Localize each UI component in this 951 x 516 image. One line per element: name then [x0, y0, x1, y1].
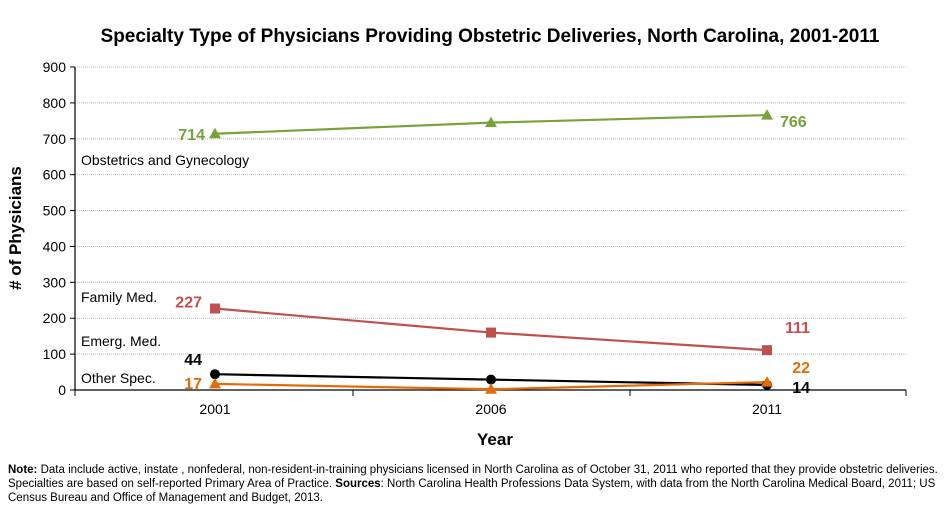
data-label-3-2: 22 [792, 360, 810, 377]
y-tick-label: 100 [43, 346, 67, 362]
data-point-0-2 [761, 109, 773, 120]
data-label-1-0: 227 [175, 295, 202, 312]
sources-label: Sources [335, 478, 381, 490]
y-tick-label: 400 [43, 238, 67, 254]
data-label-3-0: 17 [184, 376, 202, 393]
data-point-0-1 [485, 116, 497, 128]
series-name-emerg-med: Emerg. Med. [81, 333, 161, 349]
x-tick-label: 2001 [199, 401, 230, 417]
y-axis-title: # of Physicians [6, 166, 25, 290]
chart-svg: Specialty Type of Physicians Providing O… [6, 26, 907, 449]
y-tick-label: 200 [43, 310, 67, 326]
data-labels: 714 766 227 111 44 14 17 22 [175, 114, 810, 397]
data-label-2-2: 14 [792, 380, 810, 397]
sources-text: : North Carolina Health Professions Data… [8, 478, 936, 504]
data-point-3-2 [761, 376, 773, 387]
y-tick-label: 300 [43, 274, 67, 290]
y-tick-labels: 0 100 200 300 400 500 600 700 800 900 [43, 59, 67, 398]
data-point-3-1 [485, 383, 497, 394]
y-tick-label: 500 [43, 203, 67, 219]
data-point-1-1 [486, 327, 496, 338]
gridlines [75, 66, 906, 355]
note-label: Note: [8, 464, 38, 476]
chart-note: Note: Data include active, instate , non… [8, 463, 943, 505]
chart-title: Specialty Type of Physicians Providing O… [101, 26, 880, 47]
note-text: Data include active, instate , nonfedera… [8, 464, 938, 490]
x-tick-labels: 2001 2006 2011 [199, 401, 782, 417]
x-tick-label: 2011 [752, 401, 782, 417]
x-axis-title: Year [477, 430, 513, 449]
data-label-0-2: 766 [780, 114, 807, 131]
series-lines [214, 113, 768, 391]
data-label-2-0: 44 [184, 352, 202, 369]
y-tick-label: 600 [43, 167, 67, 183]
data-point-1-2 [762, 345, 772, 356]
data-label-0-0: 714 [178, 127, 205, 144]
series-name-obgyn: Obstetrics and Gynecology [81, 152, 249, 168]
x-tick-label: 2006 [475, 401, 506, 417]
series-name-other-spec: Other Spec. [81, 370, 156, 386]
series-name-family-med: Family Med. [81, 289, 157, 305]
data-label-1-2: 111 [785, 320, 810, 337]
data-point-2-0 [210, 369, 220, 380]
data-point-3-0 [209, 377, 221, 389]
data-point-1-0 [210, 303, 220, 314]
y-tick-label: 0 [58, 382, 66, 398]
y-tick-label: 800 [43, 95, 67, 111]
series-markers [209, 109, 773, 394]
y-tick-label: 900 [43, 59, 67, 75]
y-tick-label: 700 [43, 131, 67, 147]
data-point-0-0 [209, 127, 221, 139]
data-point-2-1 [486, 374, 496, 385]
series-labels: Obstetrics and Gynecology Family Med. Em… [81, 152, 249, 386]
